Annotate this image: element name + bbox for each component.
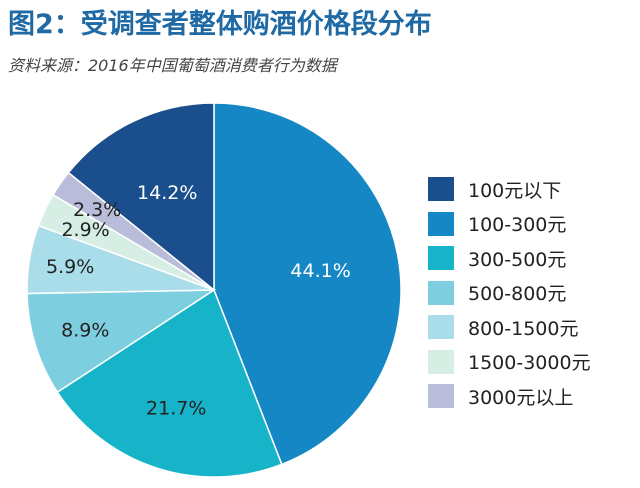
chart-subtitle: 资料来源：2016年中国葡萄酒消费者行为数据 [8, 56, 337, 75]
slice-label-2: 44.1% [290, 260, 350, 282]
pie-slice-1 [67, 102, 215, 292]
slice-label-1: 14.2% [137, 182, 197, 204]
slice-label-3: 21.7% [146, 398, 206, 420]
legend-item-7: 3000元以上 [428, 379, 591, 414]
legend-item-2: 100-300元 [428, 207, 591, 242]
slice-label-7: 2.3% [73, 199, 121, 221]
legend-swatch [428, 177, 454, 202]
legend-swatch [428, 280, 454, 305]
pie-slice-2 [213, 102, 402, 466]
chart-legend: 100元以下 100-300元 300-500元 500-800元 800-1500元 1… [428, 172, 591, 414]
legend-item-6: 1500-3000元 [428, 345, 591, 380]
slice-label-6: 2.9% [61, 219, 109, 241]
legend-label: 1500-3000元 [468, 352, 591, 375]
slice-label-4: 8.9% [61, 320, 109, 342]
legend-swatch [428, 211, 454, 236]
legend-label: 300-500元 [468, 248, 567, 271]
legend-swatch [428, 315, 454, 340]
pie-slice-3 [56, 288, 283, 478]
legend-swatch [428, 349, 454, 374]
legend-item-3: 300-500元 [428, 241, 591, 276]
legend-swatch [428, 384, 454, 409]
legend-label: 500-800元 [468, 283, 567, 306]
legend-label: 800-1500元 [468, 317, 579, 340]
pie-slice-4 [26, 289, 217, 394]
legend-swatch [428, 246, 454, 271]
chart-title: 图2：受调查者整体购酒价格段分布 [8, 9, 432, 40]
legend-item-1: 100元以下 [428, 172, 591, 207]
legend-item-4: 500-800元 [428, 276, 591, 311]
legend-label: 100元以下 [468, 179, 562, 202]
legend-label: 3000元以上 [468, 386, 574, 409]
legend-item-5: 800-1500元 [428, 310, 591, 345]
legend-label: 100-300元 [468, 214, 567, 237]
slice-label-5: 5.9% [46, 256, 94, 278]
